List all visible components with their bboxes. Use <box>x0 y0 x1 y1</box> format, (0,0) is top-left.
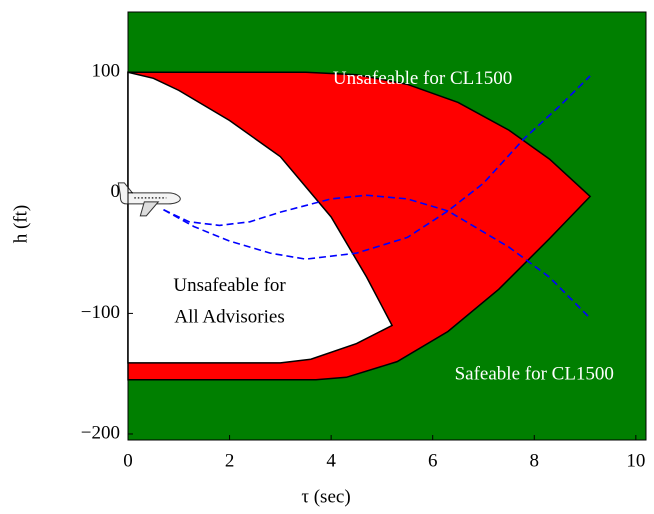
dashed-line <box>163 194 591 319</box>
plot-frame <box>127 11 647 441</box>
y-axis-label: h (ft) <box>10 205 31 244</box>
annotation: Unsafeable for <box>173 275 286 296</box>
x-tick-label: 8 <box>530 450 540 471</box>
x-tick-label: 10 <box>626 450 645 471</box>
x-tick-label: 0 <box>123 450 133 471</box>
airplane-body <box>117 182 181 205</box>
x-axis-label: τ (sec) <box>301 486 350 507</box>
annotation: All Advisories <box>174 307 284 328</box>
airplane <box>117 182 181 217</box>
y-tick-label: −100 <box>81 302 120 323</box>
x-tick-label: 2 <box>225 450 235 471</box>
region <box>127 71 394 364</box>
airplane-wing <box>139 201 160 217</box>
x-tick-label: 4 <box>326 450 336 471</box>
annotation: Safeable for CL1500 <box>455 363 614 384</box>
x-tick-label: 6 <box>428 450 438 471</box>
y-tick-label: 100 <box>92 61 121 82</box>
y-tick-label: −200 <box>81 422 120 443</box>
annotation: Unsafeable for CL1500 <box>333 68 512 89</box>
y-tick-label: 0 <box>111 181 121 202</box>
dashed-line <box>163 75 591 260</box>
